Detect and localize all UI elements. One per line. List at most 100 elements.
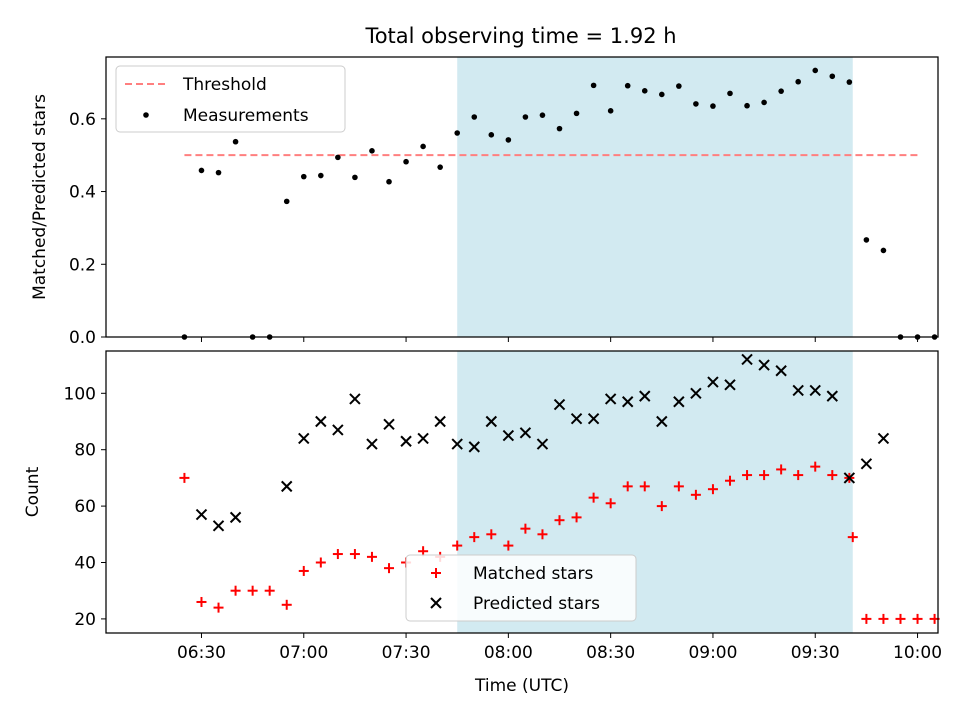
predicted-star-point-b <box>366 438 378 450</box>
predicted-star-point-b <box>604 393 617 405</box>
predicted-star-point <box>826 390 839 402</box>
top-observing-window-shade <box>457 57 853 337</box>
predicted-star-point <box>673 396 685 408</box>
matched-star-point <box>349 549 360 560</box>
top-y-tick-label: 0.4 <box>69 183 96 203</box>
predicted-star-point-b <box>281 480 293 493</box>
matched-star-point <box>503 540 514 551</box>
measurement-point <box>232 138 239 145</box>
predicted-star-point-b <box>383 418 395 431</box>
predicted-star-point <box>860 458 873 470</box>
measurement-point <box>659 91 665 98</box>
matched-star-point <box>366 551 377 562</box>
matched-star-point <box>847 532 858 543</box>
predicted-star-point <box>281 480 293 493</box>
measurement-point <box>761 99 767 106</box>
predicted-star-point-b <box>315 415 327 428</box>
predicted-star-point <box>775 365 787 377</box>
predicted-star-point-b <box>434 415 446 428</box>
bottom-legend-box <box>405 554 637 622</box>
measurement-point <box>300 173 307 180</box>
legend-plus-glyph <box>431 568 441 578</box>
predicted-star-point <box>707 376 719 388</box>
matched-star-point <box>298 565 309 576</box>
measurement-point <box>590 82 597 89</box>
legend-matched-swatch <box>431 568 441 578</box>
matched-star-point <box>895 613 906 624</box>
predicted-star-point-b <box>298 432 310 445</box>
x-axis-label: Time (UTC) <box>474 676 569 696</box>
measurement-point <box>693 101 699 107</box>
measurement-point <box>386 178 392 185</box>
predicted-star-point-b <box>673 396 685 408</box>
measurement-point <box>522 114 529 120</box>
bottom-ticks: 06:30 07:00 07:30 08:00 08:30 09:00 09:30 10:00… <box>64 384 942 663</box>
measurement-point <box>795 78 801 85</box>
predicted-star-point-b <box>656 415 668 428</box>
measurement-point <box>420 143 426 150</box>
predicted-star-point-b <box>229 511 242 524</box>
bottom-y-tick-label: 60 <box>74 497 96 517</box>
matched-star-point <box>520 523 531 534</box>
predicted-star-point <box>315 415 327 428</box>
measurement-point <box>573 110 580 117</box>
predicted-star-point-b <box>332 424 344 436</box>
bottom-y-tick-label: 80 <box>74 441 96 461</box>
predicted-star-point <box>587 412 600 425</box>
legend-cross-glyph <box>430 597 442 609</box>
measurement-point <box>812 67 819 74</box>
legend-measurements-label: Measurements <box>183 106 309 126</box>
predicted-star-point <box>553 398 566 411</box>
predicted-star-point-b <box>826 390 839 402</box>
measurement-point <box>403 158 409 165</box>
predicted-star-point-b <box>758 359 770 371</box>
predicted-star-point <box>502 429 515 442</box>
matched-star-point <box>332 549 343 560</box>
predicted-star-point-b <box>707 376 719 388</box>
predicted-star-point <box>229 511 242 524</box>
predicted-star-point <box>417 432 429 445</box>
top-axes-frame <box>105 56 939 338</box>
predicted-star-point <box>792 384 804 397</box>
predicted-star-point-b <box>485 415 498 428</box>
measurement-point <box>727 90 733 97</box>
matched-star-point <box>281 599 292 610</box>
predicted-star-point <box>843 472 856 484</box>
measurement-point <box>744 102 750 109</box>
matched-star-point <box>656 501 667 512</box>
predicted-star-point-b <box>621 396 634 408</box>
matched-star-point <box>878 613 889 624</box>
matched-star-point <box>605 498 616 509</box>
measurement-point <box>471 114 478 120</box>
predicted-star-point <box>332 424 344 436</box>
chart-title: Total observing time = 1.92 h <box>364 24 676 48</box>
measurement-point <box>829 73 836 80</box>
predicted-star-point <box>383 418 395 431</box>
matched-star-point <box>452 540 463 551</box>
measurement-point <box>318 172 324 179</box>
matched-star-point <box>827 470 838 481</box>
matched-star-point <box>776 464 787 475</box>
predicted-star-point <box>656 415 668 428</box>
matched-star-point <box>793 470 804 481</box>
predicted-star-point-b <box>775 365 787 377</box>
measurement-point <box>369 148 375 154</box>
predicted-star-point <box>519 427 532 439</box>
legend-predicted-swatch <box>430 597 442 609</box>
predicted-star-point <box>690 387 702 400</box>
legend-cross-glyph-b <box>430 597 442 609</box>
matched-star-point <box>179 472 190 483</box>
predicted-star-point-b <box>519 427 532 439</box>
predicted-star-point-b <box>877 432 890 445</box>
measurement-point <box>778 88 784 94</box>
predicted-star-point <box>724 379 736 391</box>
x-tick-label: 09:30 <box>791 643 840 663</box>
measurement-point <box>710 103 716 109</box>
legend-matched-label: Matched stars <box>473 564 593 584</box>
measurement-point <box>539 112 546 118</box>
predicted-star-point-b <box>349 393 361 405</box>
predicted-star-point <box>604 393 617 405</box>
predicted-star-point <box>400 435 412 447</box>
predicted-star-point-b <box>417 432 429 445</box>
